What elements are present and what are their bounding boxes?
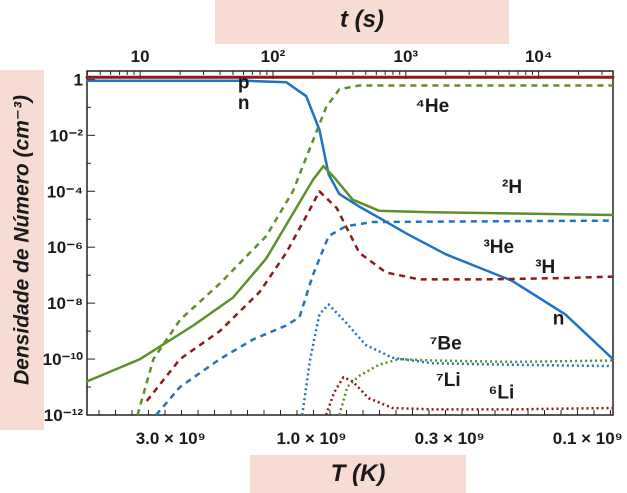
top-tick-label: 10³ <box>393 47 418 66</box>
top-axis-title-band <box>215 0 509 44</box>
y-tick-label: 1 <box>74 70 83 89</box>
top-tick-label: 10 <box>131 47 150 66</box>
y-tick-label: 10⁻⁶ <box>47 238 83 257</box>
series-label: p <box>238 73 250 94</box>
bottom-axis-title: T (K) <box>330 460 386 487</box>
bottom-tick-label: 3.0 × 10⁹ <box>136 429 206 448</box>
series-line <box>324 375 614 416</box>
series-line <box>145 190 614 402</box>
series-label: n <box>553 309 565 330</box>
series-label: ⁴He <box>416 96 450 117</box>
bottom-axis-title-band <box>250 455 466 493</box>
series-label: ³He <box>483 237 514 258</box>
series-label: n <box>238 93 250 114</box>
y-tick-label: 10⁻¹² <box>44 406 84 425</box>
series-label: ⁷Li <box>436 370 461 391</box>
y-tick-label: 10⁻⁴ <box>47 182 83 201</box>
series-label: ²H <box>502 177 522 198</box>
plot-frame <box>86 70 614 416</box>
y-tick-label: 10⁻¹⁰ <box>43 350 84 369</box>
series-label: ³H <box>535 257 555 278</box>
top-tick-label: 10² <box>261 47 286 66</box>
bottom-tick-label: 0.1 × 10⁹ <box>553 429 623 448</box>
series-line <box>338 357 614 416</box>
series-line <box>85 79 615 361</box>
top-tick-label: 10⁴ <box>525 47 552 66</box>
y-tick-label: 10⁻² <box>49 126 83 145</box>
y-axis-title-band <box>0 70 44 430</box>
series-line <box>155 219 614 416</box>
y-axis-title: Densidade de Número (cm⁻³) <box>10 95 34 385</box>
top-axis-title: t (s) <box>340 6 384 33</box>
series-line <box>300 303 614 416</box>
series-label: ⁷Be <box>430 334 462 355</box>
bottom-tick-label: 0.3 × 10⁹ <box>415 429 485 448</box>
bottom-tick-label: 1.0 × 10⁹ <box>276 429 346 448</box>
series-label: ⁶Li <box>489 383 515 404</box>
y-tick-label: 10⁻⁸ <box>47 294 83 313</box>
series-line <box>136 84 613 416</box>
series-line <box>85 164 615 383</box>
